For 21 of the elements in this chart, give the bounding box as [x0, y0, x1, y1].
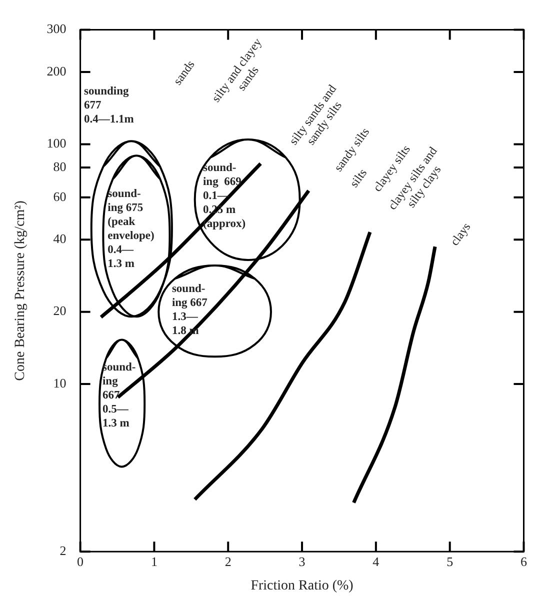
x-tick-label: 3: [298, 554, 306, 569]
y-tick-label: 2: [60, 543, 66, 558]
y-tick-label: 40: [53, 231, 66, 246]
annotation: sounding 677 0.4—1.1m: [84, 86, 134, 126]
annotation: silts: [346, 166, 370, 190]
x-tick-label: 1: [150, 554, 158, 569]
y-tick-label: 60: [53, 188, 66, 204]
x-tick-label: 2: [224, 554, 232, 569]
y-tick-label: 300: [46, 21, 66, 36]
x-tick-label: 5: [446, 554, 454, 569]
y-tick-label: 20: [53, 303, 66, 318]
y-tick-label: 10: [53, 375, 66, 390]
y-tick-label: 80: [53, 158, 66, 174]
y-tick-label: 100: [46, 136, 66, 151]
y-axis-title: Cone Bearing Pressure (kg/cm²): [13, 200, 28, 381]
x-tick-label: 0: [77, 554, 84, 569]
x-tick-label: 4: [372, 554, 380, 569]
y-tick-label: 200: [46, 63, 66, 78]
x-axis-title: Friction Ratio (%): [250, 578, 354, 594]
annotation: sound- ing 675 (peak envelope) 0.4— 1.3 m: [108, 188, 154, 270]
x-tick-label: 6: [520, 554, 528, 569]
